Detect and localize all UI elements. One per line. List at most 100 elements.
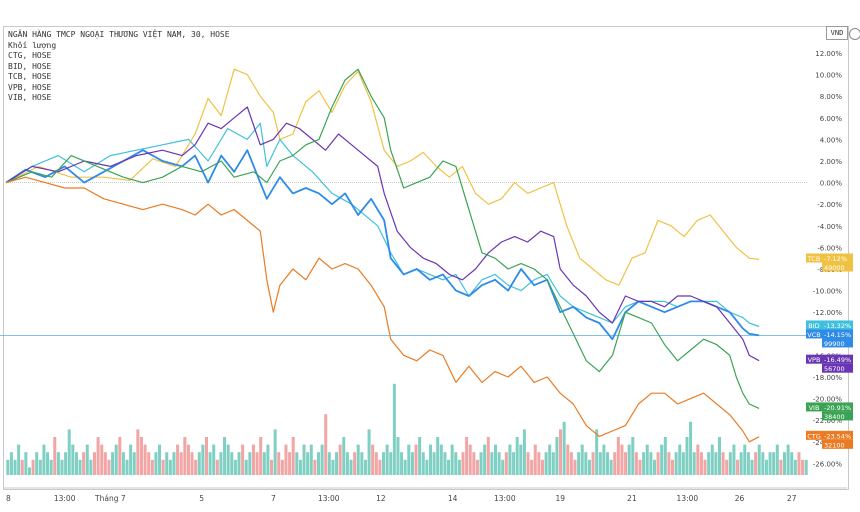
volume-bar xyxy=(161,459,165,475)
volume-bar xyxy=(237,452,241,475)
volume-bar xyxy=(13,459,17,475)
y-tick-label: -10.00% xyxy=(813,288,843,296)
end-label-pct: -13.32% xyxy=(824,322,851,330)
volume-bar xyxy=(609,459,613,475)
y-tick-label: -20.00% xyxy=(813,396,843,404)
currency-button[interactable]: VND xyxy=(826,26,848,40)
volume-bar xyxy=(772,452,776,475)
volume-bar xyxy=(24,452,28,475)
volume-bar xyxy=(667,452,671,475)
y-tick-label: -22.00% xyxy=(813,417,843,425)
volume-bar xyxy=(262,452,266,475)
volume-bar xyxy=(186,444,190,475)
volume-bar xyxy=(540,459,544,475)
volume-bar xyxy=(371,444,375,475)
end-label-pct-bg xyxy=(822,329,853,339)
volume-bar xyxy=(508,444,512,475)
end-label-pct-bg xyxy=(822,253,853,263)
volume-bar xyxy=(779,459,783,475)
volume-bar xyxy=(139,437,143,475)
y-tick-label: 6.00% xyxy=(820,115,843,123)
volume-bar xyxy=(121,452,125,475)
volume-bar xyxy=(82,452,86,475)
volume-bar xyxy=(703,459,707,475)
volume-bar xyxy=(114,444,118,475)
volume-bar xyxy=(642,452,646,475)
series-line-vcb xyxy=(5,149,760,341)
volume-bar xyxy=(9,452,13,475)
volume-bar xyxy=(569,452,573,475)
volume-bar xyxy=(226,444,230,475)
volume-bar xyxy=(454,452,458,475)
end-label-name: TCB xyxy=(807,255,821,263)
end-label-name-bg xyxy=(806,354,822,364)
volume-bar xyxy=(447,459,451,475)
volume-bar xyxy=(118,437,122,475)
volume-bar xyxy=(764,459,768,475)
volume-bar xyxy=(89,459,93,475)
volume-bar xyxy=(624,452,628,475)
volume-bar xyxy=(400,452,404,475)
volume-bar xyxy=(244,459,248,475)
volume-bar xyxy=(335,452,339,475)
volume-bar xyxy=(212,444,216,475)
volume-bar xyxy=(396,437,400,475)
end-label-pct-bg xyxy=(822,320,853,330)
volume-bar xyxy=(136,429,140,475)
volume-bar xyxy=(382,452,386,475)
volume-bar xyxy=(530,459,534,475)
volume-bar xyxy=(501,459,505,475)
end-label-price-bg xyxy=(822,363,853,373)
volume-bar xyxy=(179,452,183,475)
volume-bar xyxy=(27,467,31,475)
volume-bar xyxy=(512,452,516,475)
volume-bar xyxy=(197,452,201,475)
volume-bar xyxy=(714,452,718,475)
end-label-name-bg xyxy=(806,320,822,330)
volume-bar xyxy=(768,452,772,475)
legend-vib: VIB, HOSE xyxy=(8,93,52,102)
end-label-pct: -7.12% xyxy=(824,255,847,263)
volume-bar xyxy=(515,437,519,475)
volume-bar xyxy=(595,429,599,475)
end-label-price: 32100 xyxy=(824,441,845,449)
x-tick-label: 21 xyxy=(627,494,637,503)
volume-bar xyxy=(284,444,288,475)
series-line-ctg xyxy=(5,176,760,443)
circle-icon[interactable] xyxy=(849,28,860,40)
volume-bar xyxy=(775,444,779,475)
volume-bar xyxy=(710,444,714,475)
end-label-pct: -20.91% xyxy=(824,404,851,412)
volume-bar xyxy=(309,444,313,475)
volume-bar xyxy=(74,452,78,475)
volume-bar xyxy=(804,459,808,475)
volume-bar xyxy=(421,452,425,475)
volume-bar xyxy=(374,452,378,475)
volume-bar xyxy=(291,437,295,475)
volume-bar xyxy=(154,452,158,475)
volume-bar xyxy=(483,444,487,475)
volume-bar xyxy=(486,437,490,475)
volume-bar xyxy=(699,452,703,475)
volume-bar xyxy=(255,452,259,475)
series-line-bid xyxy=(5,122,760,328)
volume-bar xyxy=(204,437,208,475)
volume-bar xyxy=(241,444,245,475)
end-label-name-bg xyxy=(806,329,822,339)
volume-bar xyxy=(53,437,57,475)
volume-bar xyxy=(566,444,570,475)
volume-bar xyxy=(663,437,667,475)
volume-bar xyxy=(461,452,465,475)
volume-bar xyxy=(522,429,526,475)
end-label-price: 56700 xyxy=(824,365,845,373)
legend-vpb: VPB, HOSE xyxy=(8,82,52,92)
volume-bar xyxy=(627,444,631,475)
volume-bar xyxy=(674,452,678,475)
volume-bar xyxy=(681,452,685,475)
volume-bar xyxy=(634,452,638,475)
volume-bar xyxy=(306,452,310,475)
volume-bar xyxy=(678,444,682,475)
y-tick-label: -12.00% xyxy=(813,309,843,317)
volume-bar xyxy=(605,452,609,475)
volume-bar xyxy=(620,444,624,475)
